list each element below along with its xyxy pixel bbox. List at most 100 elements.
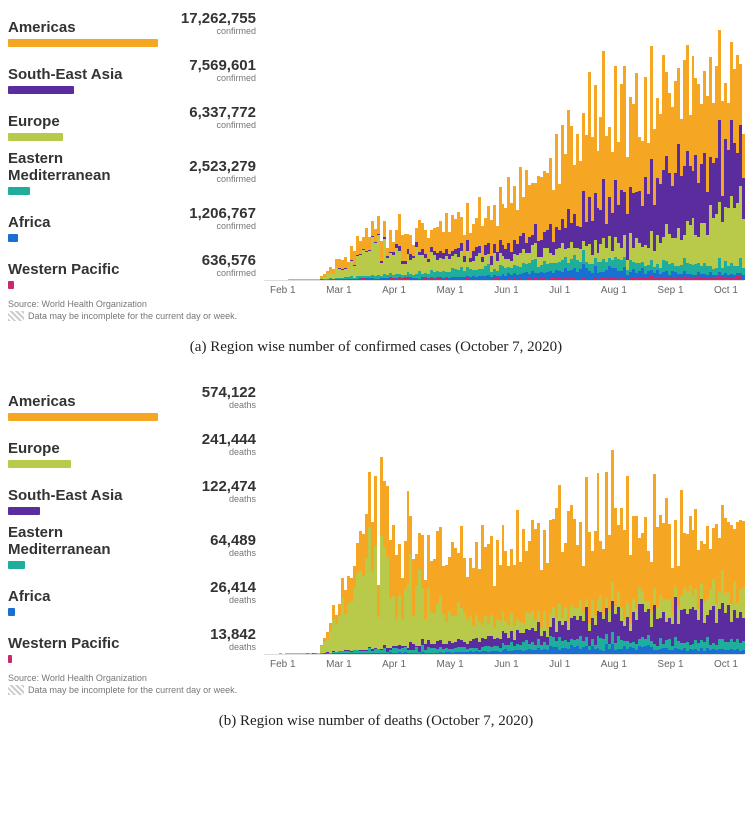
x-tick-label: May 1 [437, 285, 464, 300]
unit-label: confirmed [181, 26, 256, 36]
region-name: Western Pacific [8, 636, 119, 653]
bar-segment [742, 587, 745, 618]
source-label: Source: World Health Organization [8, 673, 256, 683]
region-value: 6,337,772 [189, 104, 256, 121]
unit-label: confirmed [202, 268, 256, 278]
region-name: Africa [8, 589, 51, 606]
region-name: Africa [8, 215, 51, 232]
region-name: Americas [8, 20, 76, 37]
unit-label: deaths [210, 548, 256, 558]
region-name: Europe [8, 114, 60, 131]
x-tick-label: Jul 1 [549, 285, 570, 300]
legend-bar [8, 561, 25, 569]
legend-item: Americas 574,122deaths [8, 384, 256, 421]
panel-confirmed: Americas17,262,755confirmedSouth-East As… [8, 10, 744, 321]
legend-bar [8, 133, 63, 141]
region-name: Eastern Mediterranean [8, 525, 148, 558]
bar-segment [374, 476, 377, 546]
stacked-bar-chart: Feb 1Mar 1Apr 1May 1Jun 1Jul 1Aug 1Sep 1… [264, 384, 744, 674]
bar-segment [742, 178, 745, 219]
region-value: 636,576 [202, 252, 256, 269]
legend-bar [8, 234, 18, 242]
x-axis: Feb 1Mar 1Apr 1May 1Jun 1Jul 1Aug 1Sep 1… [264, 654, 744, 674]
x-tick-label: Mar 1 [326, 659, 352, 674]
bar-segment [742, 219, 745, 268]
region-value: 1,206,767 [189, 205, 256, 222]
bar-segment [742, 134, 745, 178]
unit-label: confirmed [189, 174, 256, 184]
disclaimer: Data may be incomplete for the current d… [8, 685, 256, 695]
legend-item: Europe 6,337,772confirmed [8, 104, 256, 141]
legend-bar [8, 413, 158, 421]
legend-bar [8, 86, 74, 94]
region-name: Eastern Mediterranean [8, 151, 148, 184]
x-tick-label: Mar 1 [326, 285, 352, 300]
chart-plot [264, 10, 744, 280]
legend-bar [8, 39, 158, 47]
bar-segment [368, 472, 371, 527]
unit-label: confirmed [189, 221, 256, 231]
bar-column [742, 134, 745, 280]
hatch-icon [8, 685, 24, 695]
bar-column [742, 521, 745, 654]
region-name: Western Pacific [8, 262, 119, 279]
region-name: South-East Asia [8, 488, 122, 505]
caption: (b) Region wise number of deaths (Octobe… [8, 713, 744, 730]
legend-item: Western Pacific 636,576confirmed [8, 252, 256, 289]
bar-segment [742, 521, 745, 587]
x-tick-label: Oct 1 [714, 285, 738, 300]
chart-plot [264, 384, 744, 654]
legend-item: Africa 1,206,767confirmed [8, 205, 256, 242]
region-value: 574,122 [202, 384, 256, 401]
disclaimer: Data may be incomplete for the current d… [8, 311, 256, 321]
stacked-bar-chart: Feb 1Mar 1Apr 1May 1Jun 1Jul 1Aug 1Sep 1… [264, 10, 744, 300]
disclaimer-text: Data may be incomplete for the current d… [28, 685, 237, 695]
region-value: 26,414 [210, 579, 256, 596]
bar-segment [377, 216, 380, 235]
x-tick-label: Feb 1 [270, 285, 296, 300]
legend-item: South-East Asia 122,474deaths [8, 478, 256, 515]
legend-bar [8, 281, 14, 289]
unit-label: deaths [202, 447, 256, 457]
x-tick-label: Sep 1 [657, 659, 683, 674]
unit-label: confirmed [189, 120, 256, 130]
region-value: 7,569,601 [189, 57, 256, 74]
legend-bar [8, 187, 30, 195]
legend-bar [8, 655, 12, 663]
unit-label: deaths [210, 642, 256, 652]
legend-item: South-East Asia7,569,601confirmed [8, 57, 256, 94]
legend-bar [8, 608, 15, 616]
legend-item: Western Pacific13,842deaths [8, 626, 256, 663]
x-tick-label: Oct 1 [714, 659, 738, 674]
hatch-icon [8, 311, 24, 321]
x-tick-label: May 1 [437, 659, 464, 674]
unit-label: deaths [202, 400, 256, 410]
region-value: 17,262,755 [181, 10, 256, 27]
x-tick-label: Jun 1 [494, 659, 518, 674]
unit-label: deaths [210, 595, 256, 605]
x-tick-label: Feb 1 [270, 659, 296, 674]
legend-item: Eastern Mediterranean 2,523,279confirmed [8, 151, 256, 195]
x-axis: Feb 1Mar 1Apr 1May 1Jun 1Jul 1Aug 1Sep 1… [264, 280, 744, 300]
legend: Americas17,262,755confirmedSouth-East As… [8, 10, 256, 321]
unit-label: confirmed [189, 73, 256, 83]
panel-deaths: Americas574,122deathsEurope241,444deaths… [8, 384, 744, 695]
region-value: 2,523,279 [189, 158, 256, 175]
disclaimer-text: Data may be incomplete for the current d… [28, 311, 237, 321]
source-label: Source: World Health Organization [8, 299, 256, 309]
x-tick-label: Jul 1 [549, 659, 570, 674]
legend-item: Americas 17,262,755confirmed [8, 10, 256, 47]
region-value: 122,474 [202, 478, 256, 495]
region-value: 64,489 [210, 532, 256, 549]
x-tick-label: Jun 1 [494, 285, 518, 300]
legend-bar [8, 507, 40, 515]
legend-item: Europe241,444deaths [8, 431, 256, 468]
x-tick-label: Apr 1 [382, 659, 406, 674]
region-name: Americas [8, 394, 76, 411]
x-tick-label: Apr 1 [382, 285, 406, 300]
bar-segment [739, 64, 742, 124]
unit-label: deaths [202, 494, 256, 504]
bar-segment [742, 268, 745, 275]
x-tick-label: Aug 1 [601, 285, 627, 300]
bar-segment [742, 618, 745, 641]
